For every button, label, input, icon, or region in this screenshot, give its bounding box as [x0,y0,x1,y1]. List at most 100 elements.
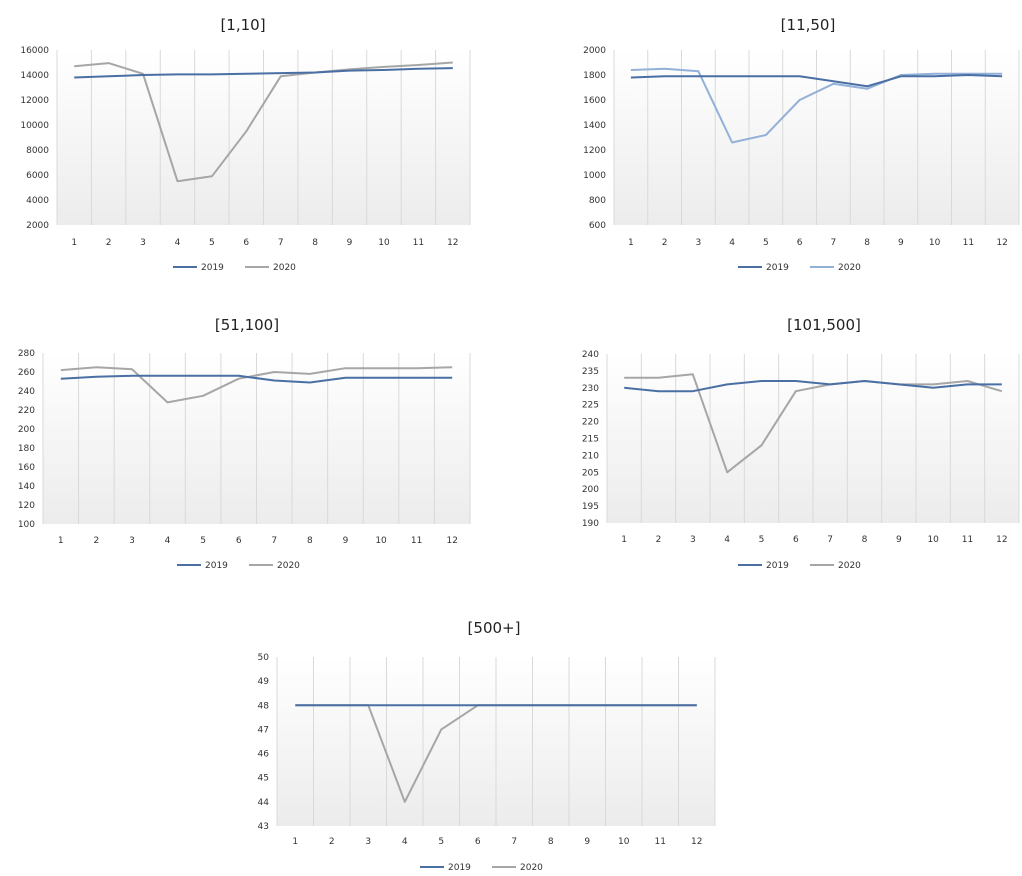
y-tick-label: 1600 [583,96,606,106]
y-tick-label: 200 [18,425,35,435]
x-tick-label: 8 [307,536,313,546]
x-tick-label: 3 [696,238,702,248]
legend-label: 2019 [205,561,228,571]
x-tick-label: 10 [927,535,939,545]
x-tick-label: 3 [140,238,146,248]
x-tick-label: 12 [691,837,702,847]
x-tick-label: 7 [831,238,837,248]
x-tick-label: 2 [329,837,335,847]
x-tick-label: 6 [797,238,803,248]
x-tick-label: 9 [343,536,349,546]
y-tick-label: 140 [18,482,35,492]
legend-label: 2019 [766,263,789,273]
y-tick-label: 600 [589,221,606,231]
x-tick-label: 9 [896,535,902,545]
y-tick-label: 14000 [20,71,49,81]
x-tick-label: 8 [312,238,318,248]
x-tick-label: 1 [621,535,627,545]
y-tick-label: 120 [18,501,35,511]
y-tick-label: 45 [258,774,269,784]
x-tick-label: 8 [864,238,870,248]
y-tick-label: 10000 [20,121,49,131]
x-tick-label: 7 [271,536,277,546]
x-tick-label: 5 [759,535,765,545]
x-tick-label: 11 [963,238,974,248]
y-tick-label: 215 [582,435,599,445]
x-tick-label: 3 [690,535,696,545]
chart-title: [500+] [468,619,521,637]
x-tick-label: 11 [962,535,973,545]
y-tick-label: 210 [582,451,599,461]
chart-101-500: [101,500] 190 195 200 205 210 215 220 225 230 235 2… [511,300,1022,590]
x-tick-label: 11 [655,837,666,847]
y-tick-label: 235 [582,367,599,377]
x-tick-label: 9 [898,238,904,248]
y-tick-label: 225 [582,401,599,411]
y-tick-label: 240 [582,350,599,360]
y-tick-label: 8000 [26,146,49,156]
y-tick-label: 2000 [26,221,49,231]
legend-label: 2020 [273,263,296,273]
y-tick-label: 46 [258,750,270,760]
series-line-2020 [60,366,453,404]
x-tick-label: 9 [347,238,353,248]
x-tick-label: 12 [996,535,1007,545]
x-tick-label: 11 [413,238,424,248]
y-tick-label: 6000 [26,171,49,181]
x-tick-label: 1 [71,238,77,248]
x-tick-label: 10 [618,837,630,847]
x-tick-label: 8 [862,535,868,545]
chart-title: [51,100] [215,316,279,334]
x-tick-label: 5 [209,238,215,248]
x-tick-label: 4 [165,536,171,546]
legend-label: 2020 [277,561,300,571]
y-tick-label: 12000 [20,96,49,106]
y-tick-label: 2000 [583,46,606,56]
x-tick-label: 7 [827,535,833,545]
x-tick-label: 5 [200,536,206,546]
x-tick-label: 2 [106,238,112,248]
y-tick-label: 1000 [583,171,606,181]
y-tick-label: 190 [582,519,599,529]
y-tick-label: 220 [18,406,35,416]
x-tick-label: 6 [243,238,249,248]
y-tick-label: 220 [582,418,599,428]
x-tick-label: 6 [475,837,481,847]
series-line-2019 [60,374,453,384]
y-tick-label: 50 [258,653,270,663]
x-tick-label: 2 [94,536,100,546]
series-line-2019 [630,74,1003,88]
x-tick-label: 4 [729,238,735,248]
x-tick-label: 4 [724,535,730,545]
y-tick-label: 195 [582,502,599,512]
series-line-2019 [624,380,1002,393]
x-tick-label: 9 [584,837,590,847]
y-tick-label: 205 [582,468,599,478]
series-line-2019 [74,67,453,79]
x-tick-label: 4 [175,238,181,248]
x-tick-label: 10 [929,238,941,248]
chart-svg: [101,500]1901952002052102152202252302352… [582,316,1020,571]
legend-label: 2020 [838,561,861,571]
y-tick-label: 240 [18,387,35,397]
y-tick-label: 180 [18,444,35,454]
x-tick-label: 2 [662,238,668,248]
chart-500-plus: [500+] 43 44 45 46 47 48 49 50 1 2 3 4 5 6 7 8 9 10 11 12 201… [220,596,740,876]
x-tick-label: 6 [793,535,799,545]
y-tick-label: 260 [18,368,35,378]
series-line-2020 [630,67,1003,144]
series-line-2020 [624,373,1003,474]
y-tick-label: 100 [18,520,35,530]
x-tick-label: 10 [375,536,387,546]
series-line-2020 [74,61,453,183]
y-tick-label: 48 [258,701,270,711]
x-tick-label: 12 [447,238,458,248]
x-tick-label: 3 [365,837,371,847]
y-tick-label: 49 [258,677,270,687]
y-tick-label: 280 [18,349,35,359]
legend-label: 2019 [766,561,789,571]
x-tick-label: 4 [402,837,408,847]
